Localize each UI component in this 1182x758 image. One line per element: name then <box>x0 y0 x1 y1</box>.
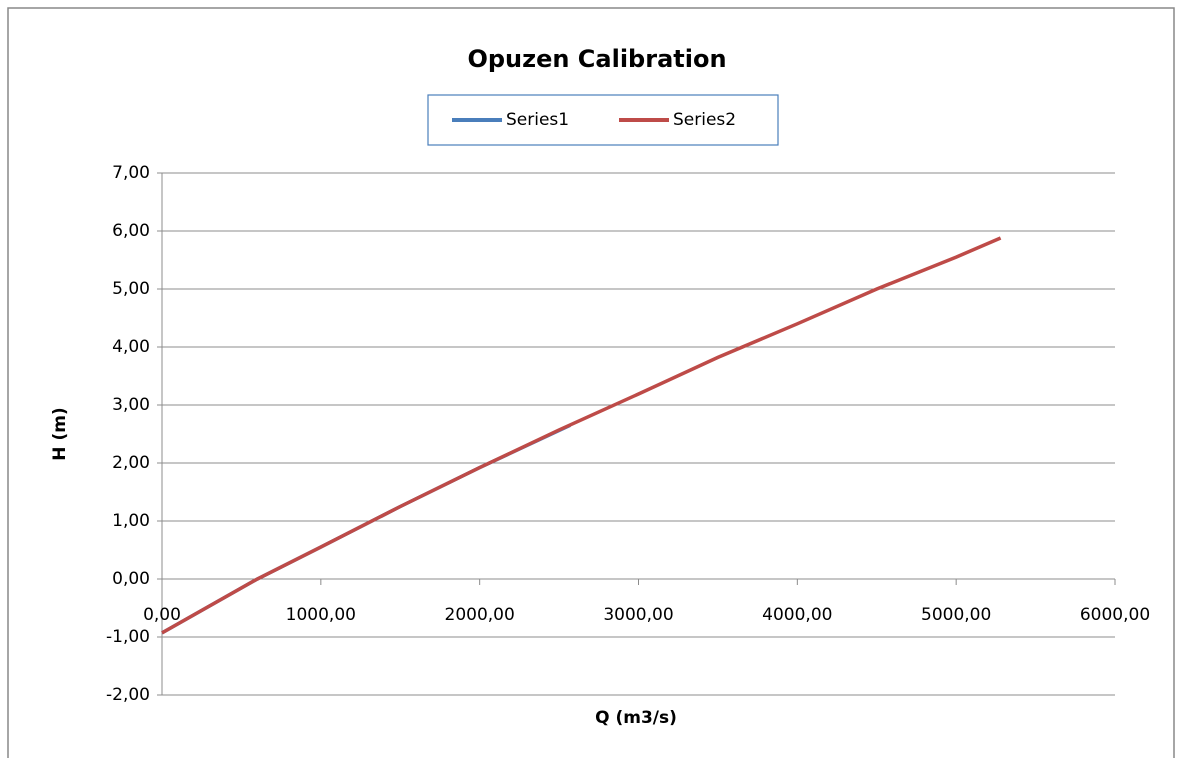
series-line <box>161 236 1002 635</box>
y-tick-label: 2,00 <box>112 453 150 473</box>
y-tick-label: 4,00 <box>112 337 150 357</box>
chart-title: Opuzen Calibration <box>467 45 726 73</box>
x-tick-label: 3000,00 <box>603 605 673 625</box>
y-tick-label: -2,00 <box>106 685 150 705</box>
x-tick-label: 5000,00 <box>921 605 991 625</box>
y-tick-label: 6,00 <box>112 221 150 241</box>
y-tick-label: -1,00 <box>106 627 150 647</box>
y-tick-label: 3,00 <box>112 395 150 415</box>
legend-label: Series1 <box>506 110 569 130</box>
y-tick-label: 0,00 <box>112 569 150 589</box>
y-tick-label: 7,00 <box>112 163 150 183</box>
y-tick-label: 1,00 <box>112 511 150 531</box>
legend-label: Series2 <box>673 110 736 130</box>
x-axis-title: Q (m3/s) <box>595 708 677 728</box>
x-tick-label: 4000,00 <box>762 605 832 625</box>
x-tick-label: 2000,00 <box>445 605 515 625</box>
x-tick-label: 1000,00 <box>286 605 356 625</box>
x-tick-label: 0,00 <box>143 605 181 625</box>
y-axis-title: H (m) <box>50 407 70 460</box>
y-tick-label: 5,00 <box>112 279 150 299</box>
x-tick-label: 6000,00 <box>1080 605 1150 625</box>
